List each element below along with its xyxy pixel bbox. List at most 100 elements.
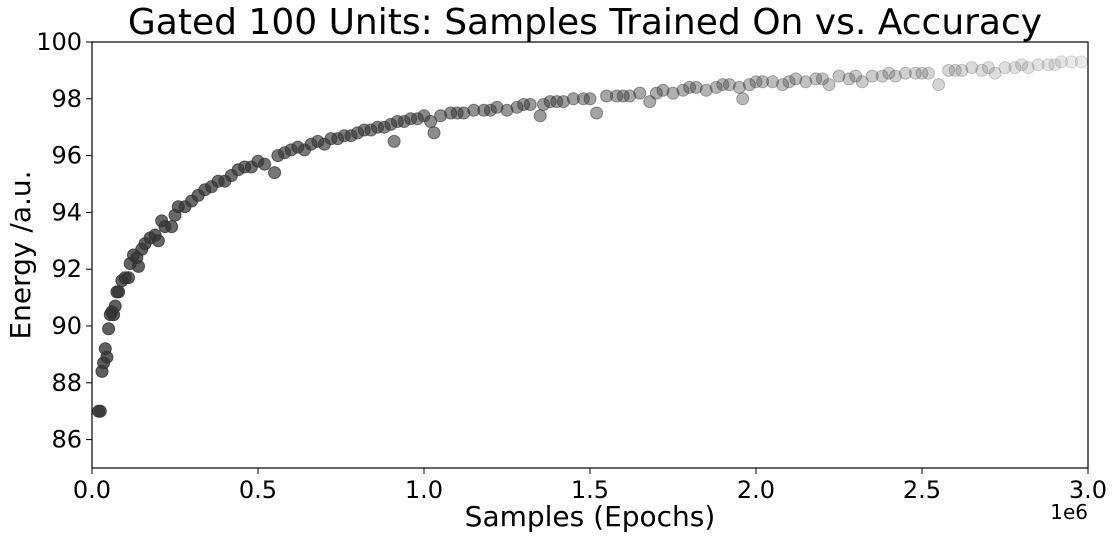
data-point bbox=[523, 98, 537, 111]
data-point bbox=[955, 63, 969, 77]
data-point bbox=[898, 66, 912, 80]
data-point bbox=[975, 63, 989, 77]
data-point bbox=[832, 69, 846, 83]
y-tick-label: 100 bbox=[36, 28, 82, 56]
x-tick-label: 3.0 bbox=[1069, 476, 1107, 504]
data-point bbox=[132, 259, 145, 273]
data-point bbox=[716, 78, 730, 92]
data-point bbox=[616, 89, 630, 103]
chart-title: Gated 100 Units: Samples Trained On vs. … bbox=[128, 2, 1042, 43]
data-point bbox=[789, 72, 803, 86]
y-tick-label: 92 bbox=[51, 255, 82, 283]
data-point bbox=[742, 78, 756, 92]
y-tick-label: 86 bbox=[51, 426, 82, 454]
data-point bbox=[736, 92, 750, 106]
y-tick-label: 90 bbox=[51, 312, 82, 340]
x-axis-label: Samples (Epochs) bbox=[465, 500, 716, 533]
plot-frame bbox=[91, 41, 1089, 469]
data-point bbox=[427, 126, 441, 140]
x-axis-ticks: 0.0 0.5 1.0 1.5 2.0 2.5 3.0 bbox=[73, 468, 1107, 504]
data-point bbox=[1054, 55, 1068, 69]
data-point bbox=[822, 78, 836, 92]
data-point bbox=[151, 234, 165, 248]
data-point bbox=[590, 106, 604, 120]
data-point bbox=[875, 69, 889, 83]
data-point bbox=[689, 80, 703, 94]
data-point bbox=[165, 220, 179, 234]
data-point bbox=[766, 75, 780, 89]
y-tick-label: 98 bbox=[51, 85, 82, 113]
data-point bbox=[732, 80, 746, 94]
data-point bbox=[908, 66, 922, 80]
data-point bbox=[649, 86, 663, 100]
data-point bbox=[112, 285, 126, 299]
data-point bbox=[108, 299, 122, 313]
data-point bbox=[981, 61, 995, 75]
y-tick-label: 94 bbox=[51, 198, 82, 226]
data-point bbox=[1064, 55, 1078, 69]
data-point bbox=[556, 95, 570, 109]
data-point bbox=[809, 72, 823, 86]
data-point bbox=[782, 75, 796, 89]
data-point bbox=[517, 98, 531, 111]
data-point bbox=[583, 92, 597, 106]
data-point bbox=[948, 63, 962, 77]
data-point bbox=[922, 66, 936, 80]
data-point bbox=[776, 78, 790, 92]
data-point bbox=[998, 61, 1012, 75]
x-tick-label: 2.0 bbox=[737, 476, 775, 504]
data-point bbox=[709, 80, 723, 94]
data-point bbox=[965, 61, 979, 75]
data-point bbox=[722, 78, 736, 92]
data-point bbox=[656, 83, 670, 97]
data-point bbox=[268, 166, 282, 180]
data-point bbox=[600, 89, 614, 103]
data-point bbox=[815, 72, 829, 86]
data-point bbox=[799, 75, 813, 89]
data-point bbox=[1015, 58, 1029, 72]
data-points bbox=[92, 55, 1088, 418]
data-point bbox=[610, 89, 624, 103]
data-point bbox=[1074, 55, 1088, 69]
data-point bbox=[550, 95, 564, 109]
data-point bbox=[576, 92, 590, 106]
data-point bbox=[387, 134, 401, 148]
data-point bbox=[842, 72, 856, 86]
data-point bbox=[1008, 61, 1022, 75]
y-axis-label: Energy /a.u. bbox=[4, 170, 37, 339]
data-point bbox=[1048, 58, 1062, 72]
data-point bbox=[699, 83, 713, 97]
data-point bbox=[915, 66, 929, 80]
data-point bbox=[93, 404, 107, 418]
data-point bbox=[882, 66, 896, 80]
data-point bbox=[122, 271, 135, 285]
data-point bbox=[623, 89, 637, 103]
data-point bbox=[633, 86, 647, 100]
y-tick-label: 96 bbox=[51, 142, 82, 170]
data-point bbox=[1041, 58, 1055, 72]
y-tick-label: 88 bbox=[51, 369, 82, 397]
x-tick-label: 0.5 bbox=[239, 476, 277, 504]
data-point bbox=[676, 83, 690, 97]
data-point bbox=[100, 350, 114, 364]
x-tick-label: 0.0 bbox=[73, 476, 111, 504]
data-point bbox=[102, 322, 116, 336]
data-point bbox=[533, 109, 547, 123]
data-point bbox=[865, 69, 879, 83]
x-axis-offset-label: 1e6 bbox=[1050, 500, 1088, 524]
data-point bbox=[756, 75, 770, 89]
x-tick-label: 1.0 bbox=[405, 476, 443, 504]
data-point bbox=[849, 69, 863, 83]
x-tick-label: 2.5 bbox=[903, 476, 941, 504]
data-point bbox=[888, 69, 902, 83]
data-point bbox=[855, 75, 869, 89]
data-point bbox=[683, 80, 697, 94]
data-point bbox=[666, 86, 680, 100]
data-point bbox=[537, 98, 550, 111]
data-point bbox=[988, 66, 1002, 80]
data-point bbox=[643, 95, 657, 109]
x-tick-label: 1.5 bbox=[571, 476, 609, 504]
data-point bbox=[749, 75, 763, 89]
data-point bbox=[1021, 61, 1035, 75]
